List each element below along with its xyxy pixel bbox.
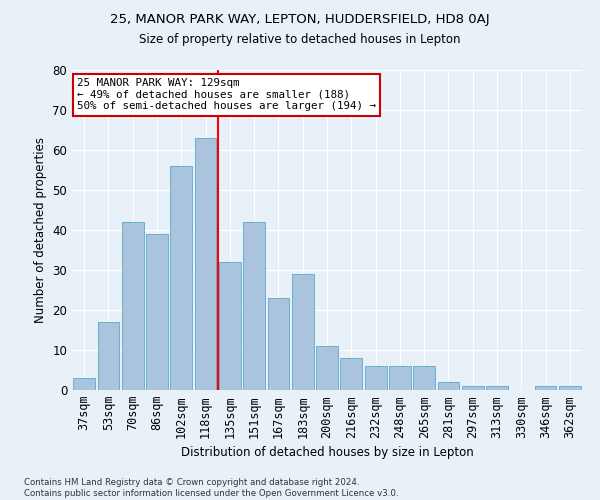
Bar [462,386,484,390]
Bar [413,366,435,390]
X-axis label: Distribution of detached houses by size in Lepton: Distribution of detached houses by size … [181,446,473,459]
Text: 25 MANOR PARK WAY: 129sqm
← 49% of detached houses are smaller (188)
50% of semi: 25 MANOR PARK WAY: 129sqm ← 49% of detac… [77,78,376,111]
Bar [146,234,168,390]
Bar [122,222,143,390]
Bar [73,378,95,390]
Bar [194,138,217,390]
Bar [243,222,265,390]
Bar [389,366,411,390]
Text: Contains HM Land Registry data © Crown copyright and database right 2024.
Contai: Contains HM Land Registry data © Crown c… [24,478,398,498]
Text: 25, MANOR PARK WAY, LEPTON, HUDDERSFIELD, HD8 0AJ: 25, MANOR PARK WAY, LEPTON, HUDDERSFIELD… [110,12,490,26]
Bar [316,346,338,390]
Bar [365,366,386,390]
Bar [268,298,289,390]
Y-axis label: Number of detached properties: Number of detached properties [34,137,47,323]
Bar [437,382,460,390]
Bar [170,166,192,390]
Text: Size of property relative to detached houses in Lepton: Size of property relative to detached ho… [139,32,461,46]
Bar [340,358,362,390]
Bar [219,262,241,390]
Bar [97,322,119,390]
Bar [559,386,581,390]
Bar [535,386,556,390]
Bar [292,274,314,390]
Bar [486,386,508,390]
